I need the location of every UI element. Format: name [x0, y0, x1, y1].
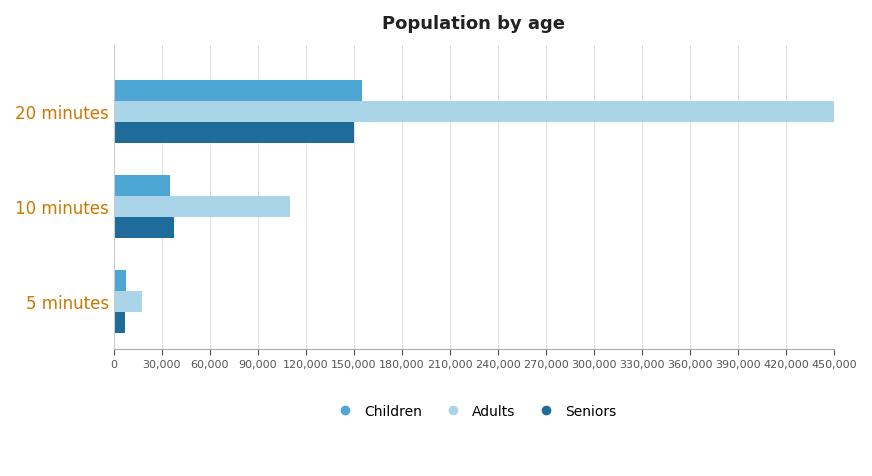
Legend: Children, Adults, Seniors: Children, Adults, Seniors [325, 398, 623, 424]
Bar [113, 197, 290, 218]
Bar [113, 312, 125, 333]
Bar [113, 218, 174, 238]
Bar [113, 80, 362, 101]
Bar [113, 176, 170, 197]
Bar [113, 270, 126, 291]
Bar [113, 291, 142, 312]
Bar [113, 101, 835, 122]
Bar [113, 122, 354, 143]
Title: Population by age: Population by age [383, 15, 565, 33]
